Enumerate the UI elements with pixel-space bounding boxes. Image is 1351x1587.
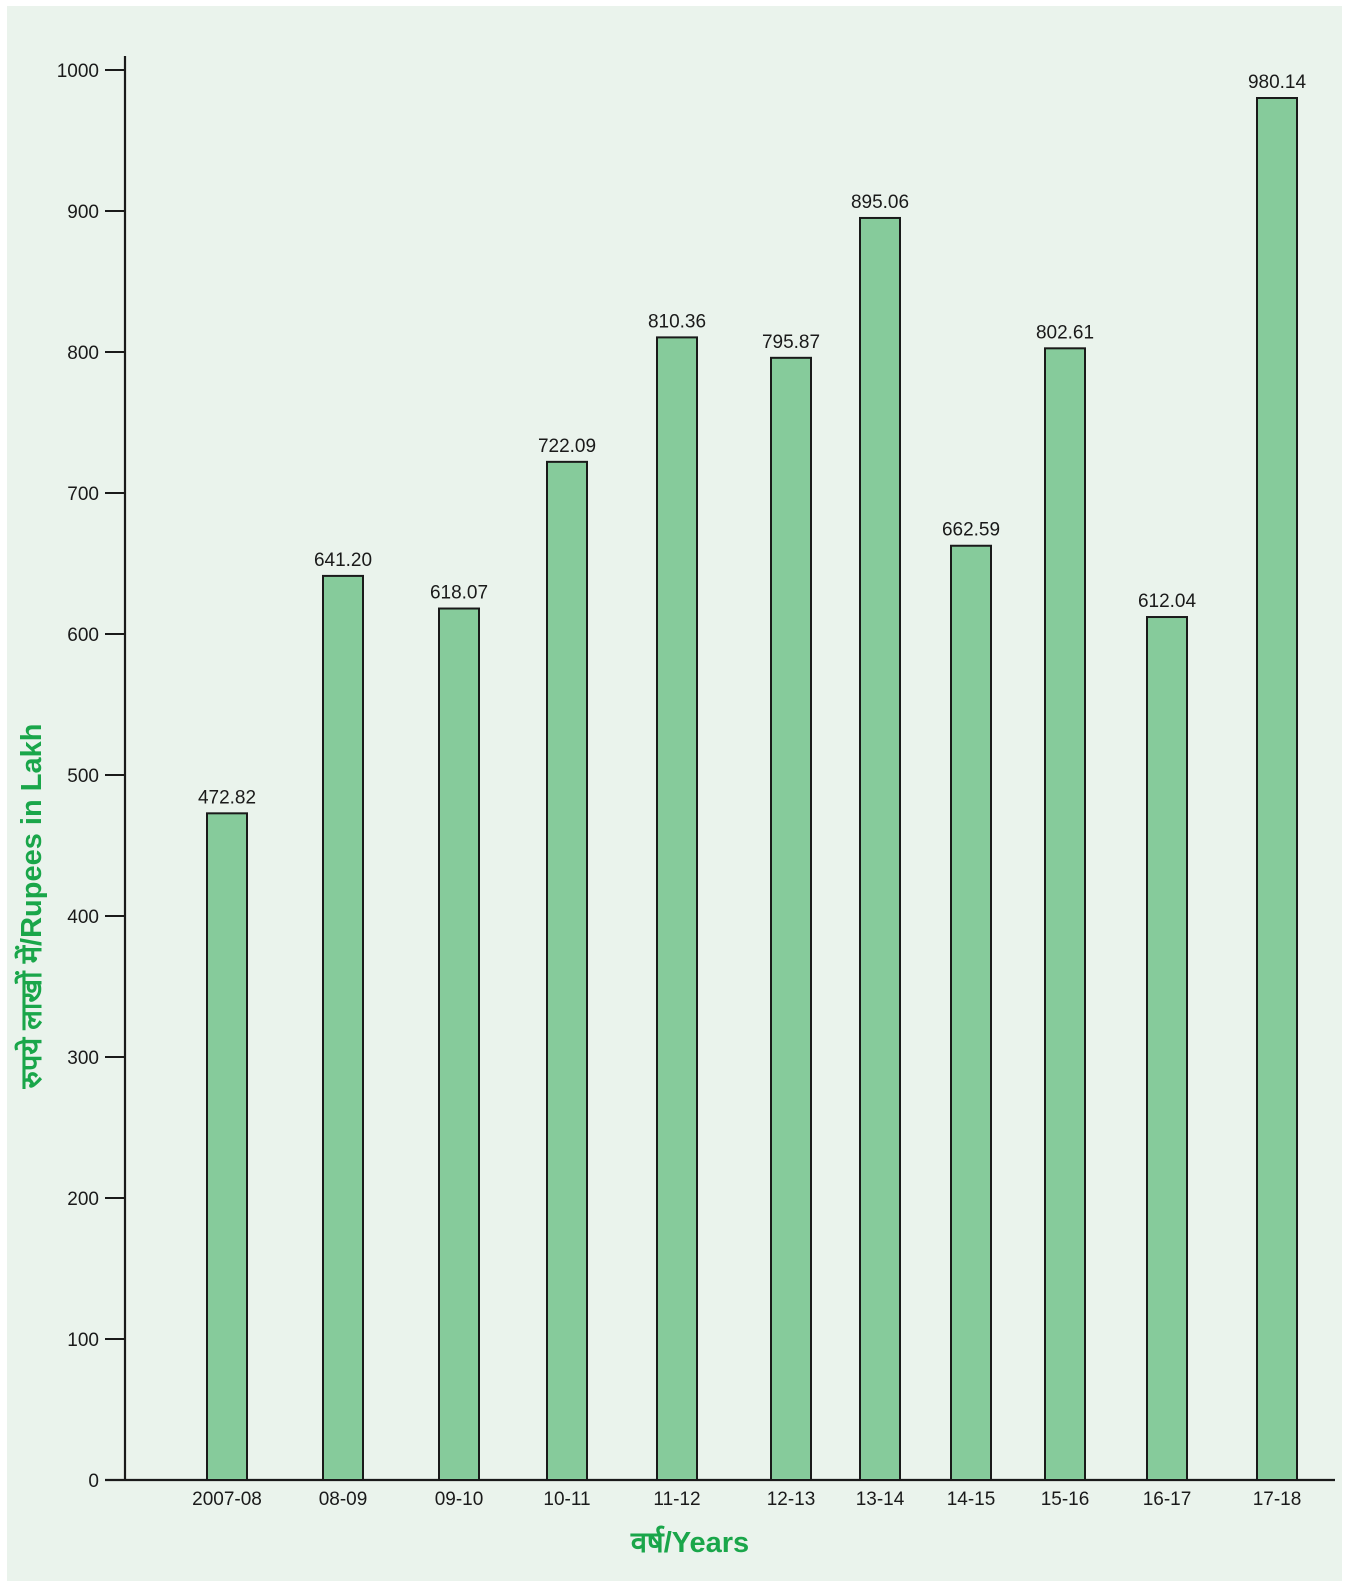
x-axis-title: वर्ष/Years [630, 1525, 749, 1559]
bar-14-15 [950, 544, 992, 1481]
data-label: 722.09 [538, 436, 596, 457]
y-tick-label: 200 [67, 1189, 99, 1210]
data-label: 641.20 [314, 550, 372, 571]
y-tick-label: 1000 [57, 61, 99, 82]
bar-08-09 [322, 574, 364, 1481]
x-tick-label: 15-16 [1041, 1489, 1090, 1510]
x-tick-label: 12-13 [767, 1489, 816, 1510]
x-tick-label: 14-15 [947, 1489, 996, 1510]
bar-11-12 [656, 336, 698, 1481]
y-ticks: 0 100 200 300 400 500 600 700 800 900 1000 [57, 61, 125, 1492]
bar-2007-08 [206, 812, 248, 1481]
y-tick-label: 500 [67, 766, 99, 787]
data-label: 472.82 [198, 787, 256, 808]
x-tick-label: 10-11 [543, 1489, 590, 1510]
data-label: 612.04 [1138, 591, 1197, 612]
x-tick-label: 13-14 [856, 1489, 905, 1510]
x-tick-label: 2007-08 [192, 1489, 262, 1510]
x-tick-label: 17-18 [1253, 1489, 1302, 1510]
y-tick-label: 700 [67, 484, 99, 505]
y-tick-label: 0 [88, 1471, 99, 1492]
x-tick-label: 09-10 [435, 1489, 484, 1510]
bar-chart: 0 100 200 300 400 500 600 700 800 900 1000 472.82 6… [14, 56, 1335, 1559]
data-label: 895.06 [851, 192, 909, 213]
bar-09-10 [438, 607, 480, 1481]
y-tick-label: 400 [67, 907, 99, 928]
axes [105, 56, 1335, 1482]
x-tick-label: 16-17 [1143, 1489, 1192, 1510]
data-label: 662.59 [942, 520, 1000, 541]
y-tick-label: 300 [67, 1048, 99, 1069]
y-tick-label: 600 [67, 625, 99, 646]
bar-15-16 [1044, 347, 1086, 1481]
bar-16-17 [1146, 616, 1188, 1481]
x-tick-label: 11-12 [653, 1489, 700, 1510]
bar-17-18 [1256, 97, 1298, 1482]
bars: 472.82 641.20 618.07 722.09 810.36 795.87 895.… [198, 72, 1307, 1482]
data-label: 795.87 [762, 332, 820, 353]
data-label: 980.14 [1248, 72, 1307, 93]
y-tick-label: 800 [67, 343, 99, 364]
chart-panel: 0 100 200 300 400 500 600 700 800 900 1000 472.82 6… [7, 6, 1342, 1581]
y-tick-label: 100 [67, 1330, 99, 1351]
x-tick-label: 08-09 [319, 1489, 368, 1510]
data-label: 802.61 [1036, 322, 1094, 343]
bar-13-14 [859, 216, 901, 1481]
bar-10-11 [546, 460, 588, 1481]
data-label: 810.36 [648, 311, 706, 332]
y-tick-label: 900 [67, 202, 99, 223]
x-tick-labels: 2007-08 08-09 09-10 10-11 11-12 12-13 13-14 14-… [192, 1489, 1301, 1510]
y-axis-title: रुपये लाखों में/Rupees in Lakh [14, 724, 48, 1090]
data-label: 618.07 [430, 583, 488, 604]
bar-12-13 [770, 356, 812, 1482]
